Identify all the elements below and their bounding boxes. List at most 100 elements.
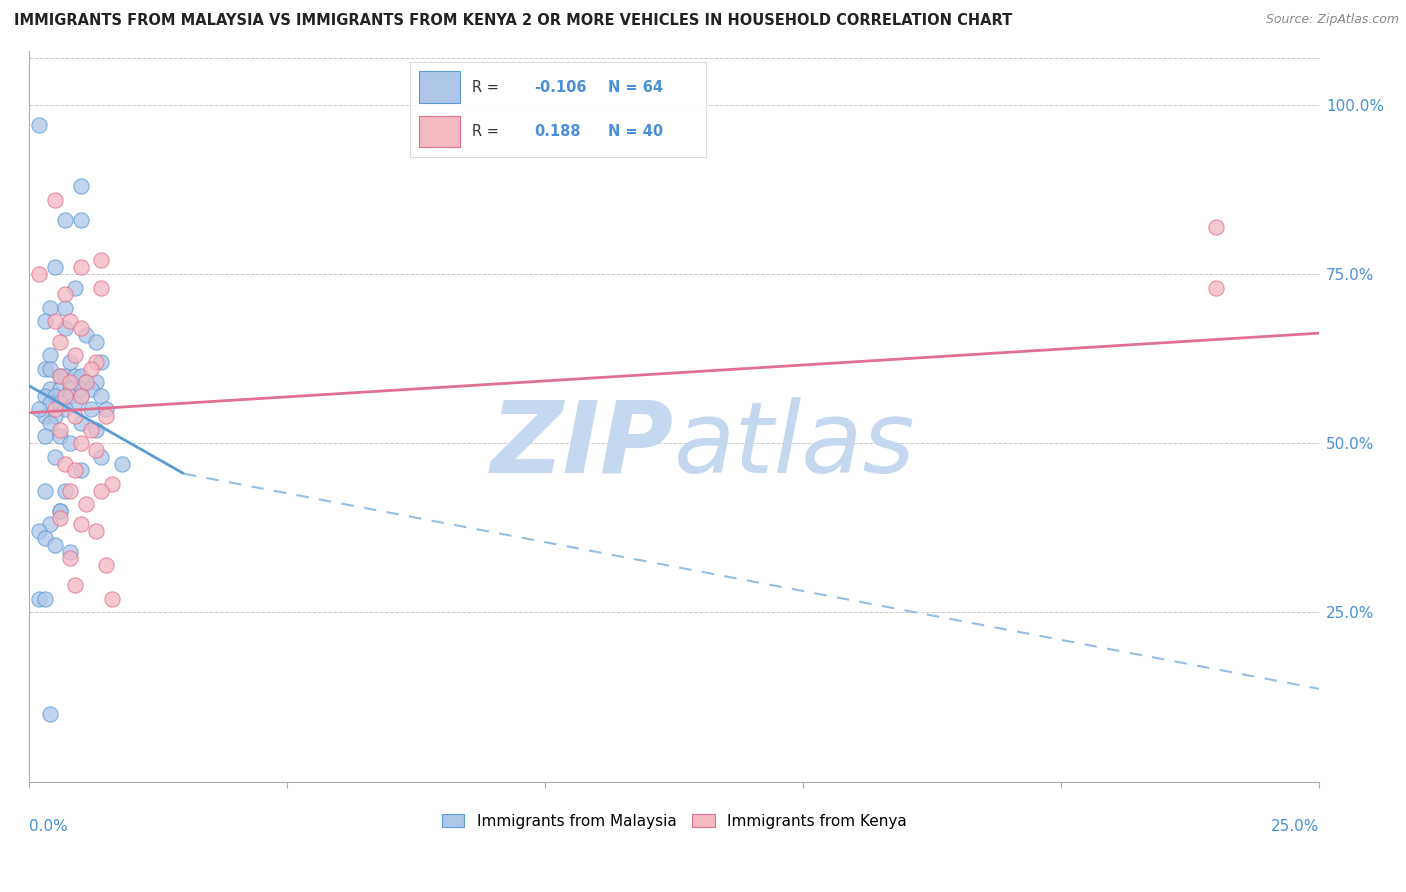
Point — [75, 376, 97, 390]
Point — [53, 402, 76, 417]
Point — [53, 301, 76, 315]
Point — [34, 361, 56, 376]
Text: 0.0%: 0.0% — [30, 819, 67, 834]
Point — [53, 457, 76, 471]
Point — [111, 457, 134, 471]
Point — [34, 531, 56, 545]
Point — [75, 497, 97, 511]
Point — [84, 334, 107, 349]
Point — [65, 280, 87, 294]
Point — [59, 551, 82, 566]
Point — [90, 483, 112, 498]
Point — [80, 382, 103, 396]
Point — [44, 389, 66, 403]
Point — [65, 348, 87, 362]
Point — [38, 416, 60, 430]
Point — [69, 179, 91, 194]
Point — [28, 402, 51, 417]
Point — [38, 361, 60, 376]
Point — [44, 402, 66, 417]
Point — [59, 376, 82, 390]
Point — [49, 368, 72, 383]
Point — [75, 328, 97, 343]
Point — [90, 389, 112, 403]
Point — [53, 287, 76, 301]
Point — [80, 423, 103, 437]
Point — [69, 368, 91, 383]
Point — [80, 361, 103, 376]
Point — [34, 314, 56, 328]
Point — [53, 483, 76, 498]
Point — [69, 321, 91, 335]
Point — [59, 382, 82, 396]
Point — [69, 382, 91, 396]
Point — [49, 504, 72, 518]
Point — [59, 314, 82, 328]
Point — [84, 355, 107, 369]
Point — [34, 483, 56, 498]
Point — [75, 376, 97, 390]
Point — [38, 706, 60, 721]
Point — [44, 450, 66, 464]
Point — [90, 450, 112, 464]
Point — [38, 348, 60, 362]
Point — [69, 416, 91, 430]
Point — [53, 321, 76, 335]
Point — [38, 517, 60, 532]
Point — [59, 389, 82, 403]
Point — [90, 355, 112, 369]
Point — [69, 436, 91, 450]
Point — [49, 395, 72, 409]
Point — [1205, 280, 1227, 294]
Text: Source: ZipAtlas.com: Source: ZipAtlas.com — [1265, 13, 1399, 27]
Point — [69, 389, 91, 403]
Point — [90, 280, 112, 294]
Point — [59, 544, 82, 558]
Point — [28, 118, 51, 132]
Point — [38, 382, 60, 396]
Point — [49, 510, 72, 524]
Point — [100, 476, 122, 491]
Point — [84, 376, 107, 390]
Point — [96, 558, 118, 572]
Point — [84, 442, 107, 457]
Text: IMMIGRANTS FROM MALAYSIA VS IMMIGRANTS FROM KENYA 2 OR MORE VEHICLES IN HOUSEHOL: IMMIGRANTS FROM MALAYSIA VS IMMIGRANTS F… — [14, 13, 1012, 29]
Point — [38, 395, 60, 409]
Point — [90, 253, 112, 268]
Point — [28, 591, 51, 606]
Point — [65, 368, 87, 383]
Point — [34, 409, 56, 424]
Point — [69, 517, 91, 532]
Point — [69, 213, 91, 227]
Point — [44, 314, 66, 328]
Point — [28, 267, 51, 281]
Point — [69, 463, 91, 477]
Point — [44, 193, 66, 207]
Point — [53, 368, 76, 383]
Point — [49, 429, 72, 443]
Point — [84, 524, 107, 539]
Point — [84, 423, 107, 437]
Point — [34, 429, 56, 443]
Point — [59, 483, 82, 498]
Point — [44, 260, 66, 275]
Point — [100, 591, 122, 606]
Point — [49, 334, 72, 349]
Text: atlas: atlas — [673, 397, 915, 494]
Point — [59, 355, 82, 369]
Point — [80, 402, 103, 417]
Point — [49, 504, 72, 518]
Point — [59, 436, 82, 450]
Point — [49, 368, 72, 383]
Legend: Immigrants from Malaysia, Immigrants from Kenya: Immigrants from Malaysia, Immigrants fro… — [434, 805, 914, 836]
Point — [34, 591, 56, 606]
Point — [53, 213, 76, 227]
Point — [44, 538, 66, 552]
Point — [65, 409, 87, 424]
Point — [49, 423, 72, 437]
Point — [69, 389, 91, 403]
Point — [49, 382, 72, 396]
Point — [53, 389, 76, 403]
Point — [34, 389, 56, 403]
Point — [44, 409, 66, 424]
